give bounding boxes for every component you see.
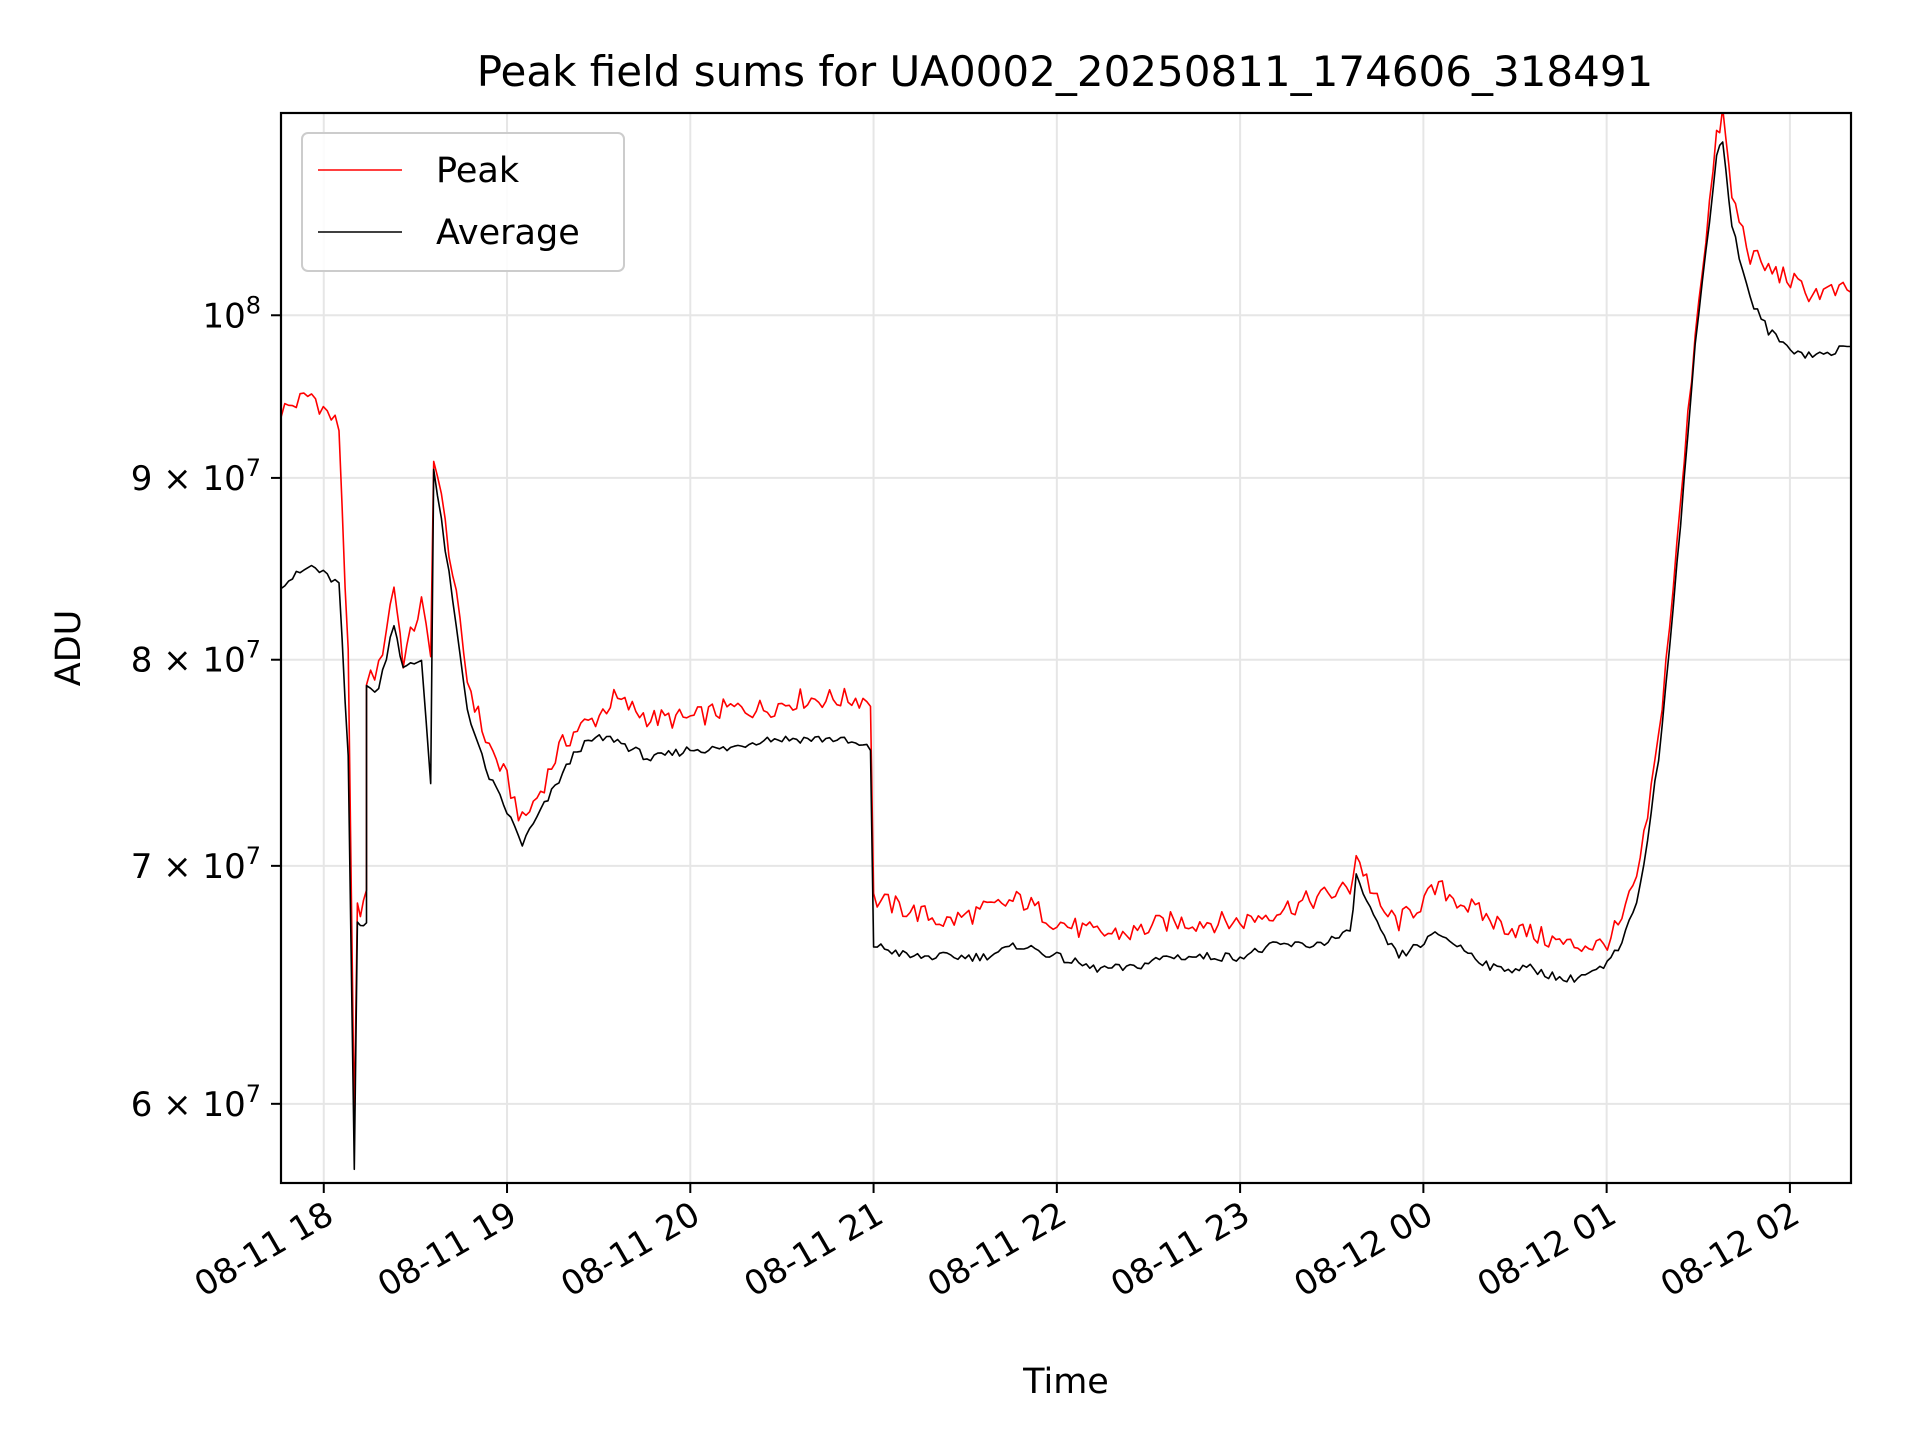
chart-title: Peak field sums for UA0002_20250811_1746… [477,47,1654,96]
grid-lines [281,113,1851,1183]
legend: Peak Average [301,132,625,272]
series-lines [281,113,1851,1171]
legend-label-peak: Peak [436,151,520,191]
plot-frame [279,111,1853,1185]
y-tick-label: 8 × 107 [131,636,261,681]
series-line-average [281,141,1851,1171]
y-tick-label: 9 × 107 [131,454,261,499]
x-axis-title: Time [1022,1362,1109,1402]
y-tick-label: 6 × 107 [131,1080,261,1125]
legend-box [301,132,625,272]
legend-label-average: Average [436,213,580,253]
y-axis-title: ADU [49,610,89,687]
series-line-peak [281,113,1851,1123]
y-tick-label: 7 × 107 [131,842,261,887]
